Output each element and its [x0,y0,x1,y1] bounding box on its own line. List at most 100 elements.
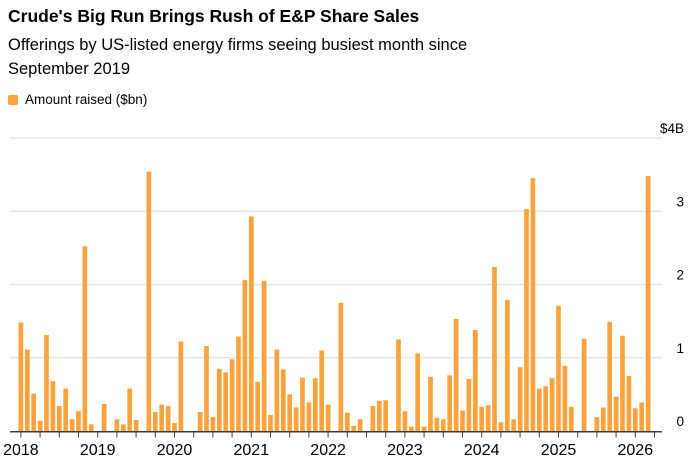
bar [447,375,453,431]
legend-label: Amount raised ($bn) [25,92,148,107]
bar [216,368,222,431]
bar [242,280,248,431]
x-axis-year-label: 2026 [618,442,654,459]
x-axis-year-label: 2025 [541,442,577,459]
bar [165,406,171,432]
bar [56,406,62,432]
bar [312,378,318,431]
bar [344,412,350,431]
legend-swatch-icon [8,94,18,105]
chart-subtitle-line-1: Offerings by US-listed energy firms seei… [8,36,468,54]
bar [287,394,293,432]
x-axis-year-label: 2021 [234,442,270,459]
y-axis-tick-label: 3 [676,194,684,209]
bar [159,404,165,431]
bar [460,410,465,431]
bar [319,350,325,432]
bar [543,386,549,431]
y-axis-tick-label: 2 [676,268,684,283]
bar [306,402,312,431]
bar [620,335,625,431]
bar [383,400,389,432]
bar [197,411,203,431]
bar [492,266,497,431]
bar [223,372,229,431]
bar [18,322,24,431]
bar [536,388,542,431]
bar [357,419,363,431]
bar [146,171,152,431]
bar [133,420,139,431]
bar [69,419,75,431]
chart-title: Crude's Big Run Brings Rush of E&P Share… [8,6,420,26]
bar [428,376,433,431]
bar [370,406,376,432]
legend: Amount raised ($bn) [8,92,147,107]
bar [338,302,344,431]
bar [396,339,401,431]
x-axis-year-label: 2022 [310,442,346,459]
bar [472,329,478,431]
bar [562,365,568,431]
bar [351,425,357,431]
bar [82,246,88,431]
bar [274,349,280,431]
bar [114,419,120,431]
bar [280,369,286,431]
y-axis-tick-label: 1 [676,341,684,356]
bar [152,411,158,431]
x-axis-year-label: 2024 [464,442,500,459]
x-axis-year-label: 2019 [80,442,116,459]
bar [88,424,94,431]
y-axis-top-label: $4B [660,121,684,136]
bar [101,403,107,431]
bar [517,367,523,431]
bar [408,426,414,431]
bar [376,400,382,431]
bar [31,393,37,431]
bar [229,359,235,431]
bar [600,407,606,431]
bar [530,178,536,431]
bar [511,419,517,431]
bar [37,420,43,432]
bar [440,419,446,431]
bar [453,318,459,431]
bar [210,417,216,431]
bar [127,388,133,431]
bar [325,404,331,431]
bar [172,422,177,431]
bar [613,396,619,431]
bar [178,341,184,431]
bar [607,321,613,431]
bar [44,335,49,431]
bar [255,381,261,431]
x-axis-year-label: 2020 [157,442,193,459]
bar [581,338,587,431]
bar [466,378,472,431]
bar [645,176,651,431]
bar [594,417,600,431]
chart-subtitle-line-2: September 2019 [8,60,131,78]
bar [556,305,561,431]
bar [498,422,504,431]
bar [626,376,632,431]
bar [415,353,421,431]
bar [300,377,305,431]
x-axis-year-label: 2018 [3,442,39,459]
bar [268,414,273,431]
bar [524,209,529,431]
bar [120,424,126,431]
bar [24,349,30,431]
bar [549,378,555,431]
bar [485,405,491,431]
bar [479,406,485,431]
x-axis-year-label: 2023 [387,442,423,459]
bar [421,426,427,431]
bar [504,299,510,431]
y-axis-tick-label: 0 [676,414,684,429]
bar [50,381,56,431]
bar [402,411,408,431]
bar [434,417,440,431]
